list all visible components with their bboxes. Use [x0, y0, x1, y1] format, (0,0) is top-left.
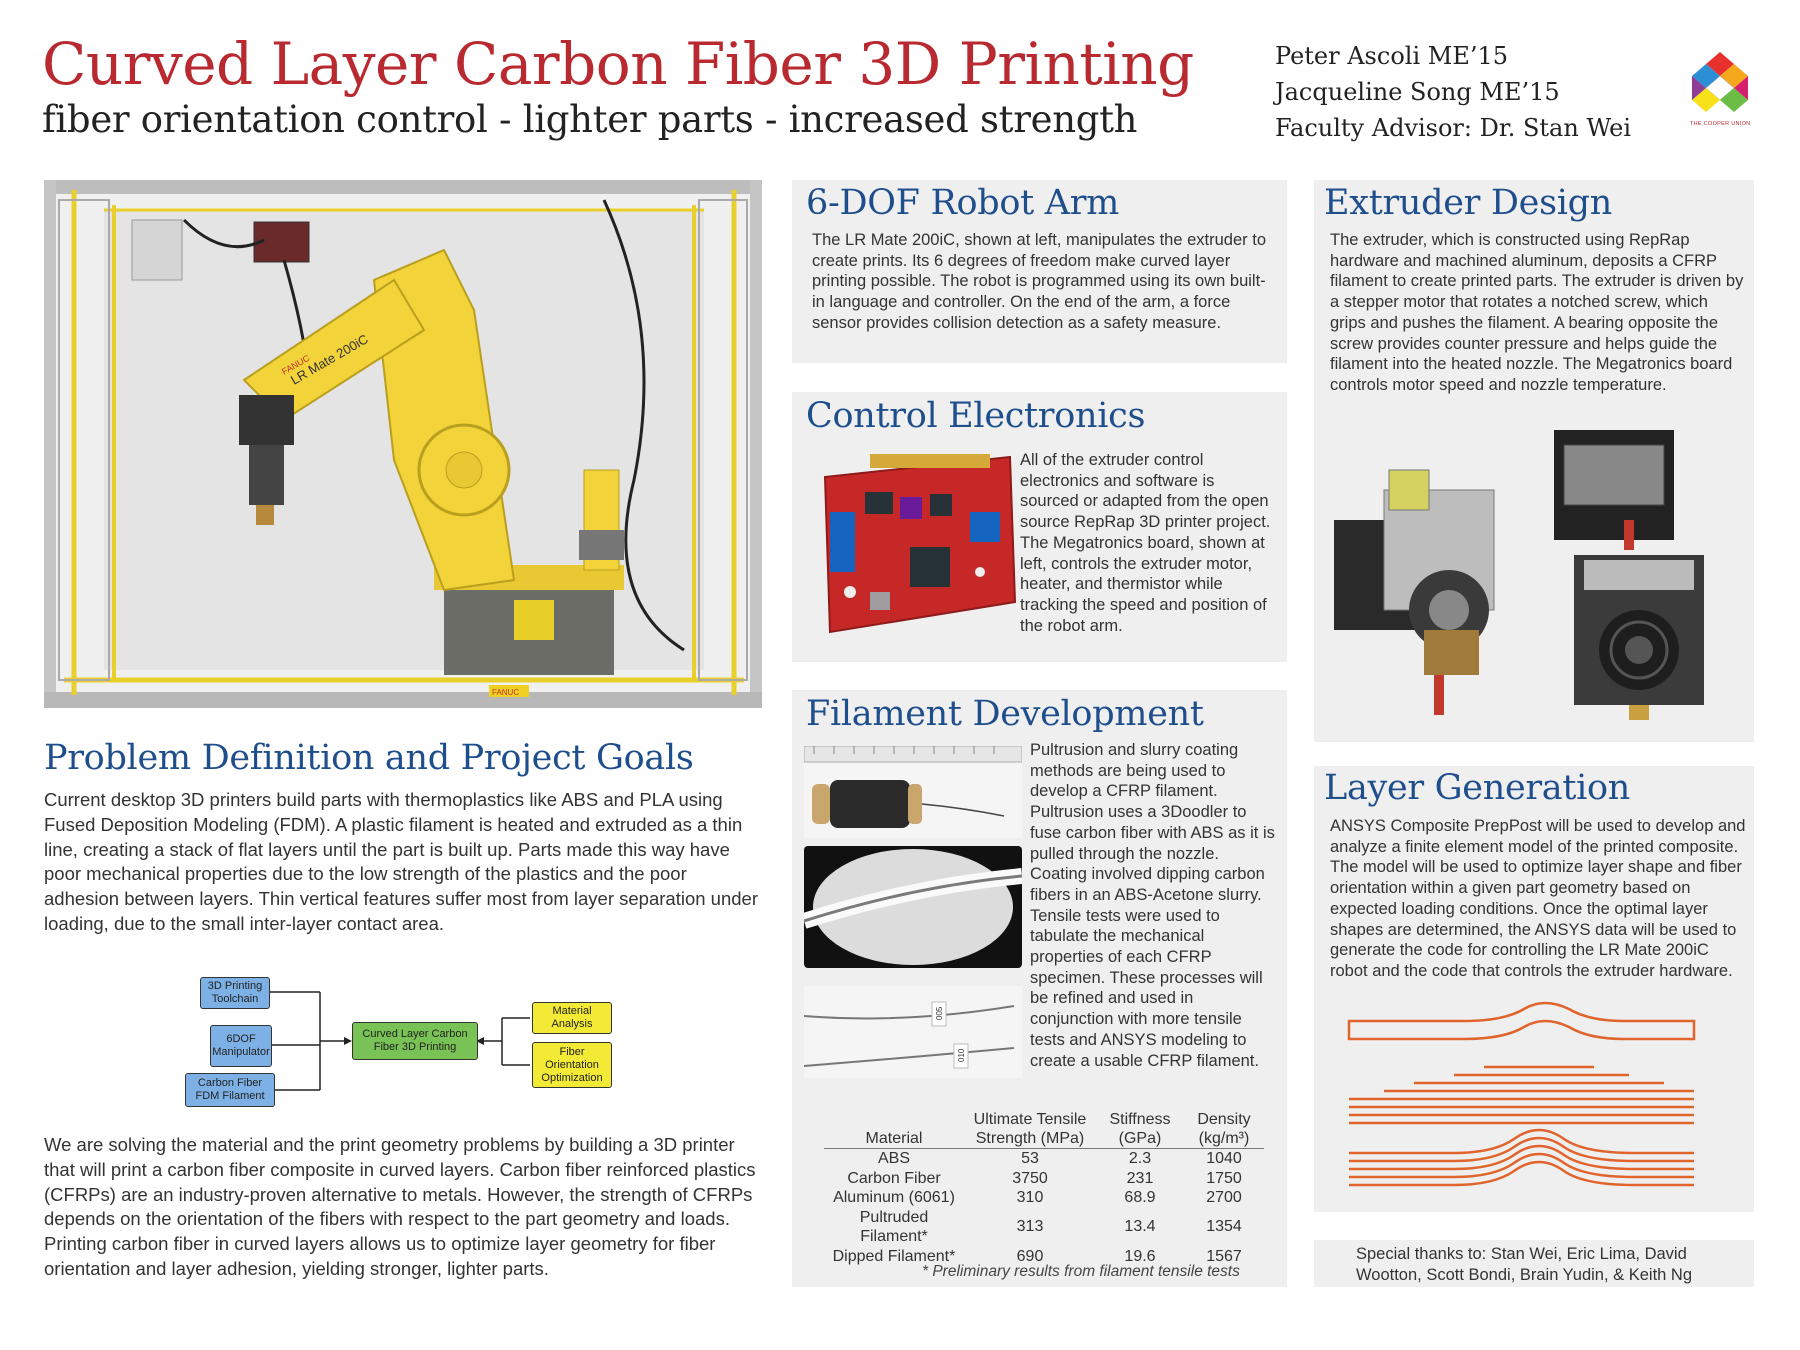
cell-material: Pultruded Filament*: [859, 1208, 929, 1246]
logo-text: THE COOPER UNION: [1690, 121, 1751, 127]
author-list: Peter Ascoli ME’15 Jacqueline Song ME’15…: [1275, 38, 1631, 146]
problem-paragraph-1: Current desktop 3D printers build parts …: [44, 789, 758, 934]
table-row: ABS 53 2.3 1040: [824, 1149, 1264, 1169]
flowchart-connectors: [270, 991, 530, 1091]
robot-arm-panel: 6-DOF Robot Arm The LR Mate 200iC, shown…: [792, 180, 1287, 363]
cell-density: 1040: [1206, 1150, 1242, 1167]
author-1: Peter Ascoli ME’15: [1275, 42, 1509, 70]
flow-fiber-optimization: Fiber Orientation Optimization: [532, 1042, 612, 1088]
problem-heading: Problem Definition and Project Goals: [44, 738, 694, 778]
col-header-strength: Ultimate Tensile Strength (MPa): [973, 1111, 1087, 1147]
cell-density: 2700: [1206, 1189, 1242, 1206]
filament-heading: Filament Development: [806, 694, 1204, 734]
filament-microscope-photo: [804, 846, 1022, 968]
cell-material: ABS: [877, 1150, 910, 1167]
flow-filament: Carbon Fiber FDM Filament: [185, 1073, 275, 1107]
layer-generation-heading: Layer Generation: [1324, 768, 1631, 808]
flow-center-goal: Curved Layer Carbon Fiber 3D Printing: [352, 1022, 478, 1060]
layer-shape-diagram: [1347, 1001, 1696, 1187]
extruder-text: The extruder, which is constructed using…: [1330, 231, 1744, 394]
table-footnote: * Preliminary results from filament tens…: [922, 1263, 1240, 1280]
specimen-label-005: 005: [935, 1006, 944, 1020]
cell-stiffness: 13.4: [1124, 1218, 1156, 1236]
problem-paragraph-2: We are solving the material and the prin…: [44, 1134, 756, 1279]
layer-generation-text: ANSYS Composite PrepPost will be used to…: [1330, 817, 1746, 980]
poster-subtitle: fiber orientation control - lighter part…: [42, 98, 1138, 141]
filament-specimen-photo: 005 010: [804, 986, 1022, 1078]
thanks-panel: Special thanks to: Stan Wei, Eric Lima, …: [1314, 1240, 1754, 1287]
cell-density: 1567: [1206, 1247, 1242, 1265]
cell-strength: 53: [1021, 1150, 1039, 1167]
cell-material: Aluminum (6061): [833, 1189, 955, 1206]
col-header-stiffness: Stiffness (GPa): [1109, 1111, 1171, 1147]
cooper-union-logo-icon: [1692, 52, 1748, 112]
robot-arm-heading: 6-DOF Robot Arm: [806, 183, 1120, 223]
cell-strength: 313: [1016, 1218, 1044, 1236]
extruder-panel: Extruder Design The extruder, which is c…: [1314, 180, 1754, 742]
project-flowchart: 3D Printing Toolchain 6DOF Manipulator C…: [180, 970, 620, 1110]
specimen-label-010: 010: [957, 1048, 966, 1062]
cell-stiffness: 68.9: [1124, 1189, 1156, 1206]
extruder-heading: Extruder Design: [1324, 183, 1612, 223]
flow-material-analysis: Material Analysis: [532, 1002, 612, 1034]
table-row: Pultruded Filament* 313 13.4 1354: [824, 1208, 1264, 1247]
filament-panel: Filament Development 005 010 Pu: [792, 690, 1287, 1287]
flow-manipulator: 6DOF Manipulator: [210, 1025, 272, 1067]
cell-stiffness: 19.6: [1124, 1247, 1156, 1265]
col-header-density: Density (kg/m³): [1197, 1111, 1251, 1147]
poster-title: Curved Layer Carbon Fiber 3D Printing: [42, 30, 1194, 98]
cell-density: 1750: [1206, 1169, 1242, 1187]
table-row: Dipped Filament* 690 19.6 1567: [824, 1247, 1264, 1267]
material-properties-table: Material Ultimate Tensile Strength (MPa)…: [824, 1110, 1264, 1266]
cell-strength: 3750: [1012, 1169, 1048, 1187]
robot-warning-label: FANUC: [492, 688, 519, 697]
electronics-heading: Control Electronics: [806, 396, 1146, 436]
electronics-panel: Control Electronics All of the extruder …: [792, 392, 1287, 662]
filament-spool-photo: [804, 746, 1022, 838]
robot-arm-text: The LR Mate 200iC, shown at left, manipu…: [812, 231, 1266, 332]
faculty-advisor: Faculty Advisor: Dr. Stan Wei: [1275, 114, 1632, 142]
cell-stiffness: 231: [1126, 1169, 1154, 1187]
table-row: Carbon Fiber 3750 231 1750: [824, 1169, 1264, 1189]
col-header-material: Material: [865, 1130, 923, 1147]
author-2: Jacqueline Song ME’15: [1275, 78, 1560, 106]
cell-density: 1354: [1206, 1218, 1242, 1236]
cooper-union-logo: THE COOPER UNION: [1690, 50, 1750, 130]
robot-enclosure-photo: LR Mate 200iC FANUC FANUC: [44, 180, 762, 708]
flow-toolchain: 3D Printing Toolchain: [200, 977, 270, 1009]
layer-generation-panel: Layer Generation ANSYS Composite PrepPos…: [1314, 766, 1754, 1212]
extruder-render-images: [1324, 430, 1749, 730]
thanks-text: Special thanks to: Stan Wei, Eric Lima, …: [1356, 1245, 1693, 1284]
cell-strength: 310: [1016, 1189, 1044, 1206]
table-row: Aluminum (6061) 310 68.9 2700: [824, 1188, 1264, 1208]
cell-material: Dipped Filament*: [832, 1247, 956, 1265]
megatronics-board-photo: [810, 452, 1020, 637]
cell-material: Carbon Fiber: [847, 1169, 941, 1187]
filament-text: Pultrusion and slurry coating methods ar…: [1030, 741, 1275, 1070]
electronics-text: All of the extruder control electronics …: [1020, 451, 1271, 635]
cell-strength: 690: [1016, 1247, 1044, 1265]
cell-stiffness: 2.3: [1128, 1150, 1152, 1167]
